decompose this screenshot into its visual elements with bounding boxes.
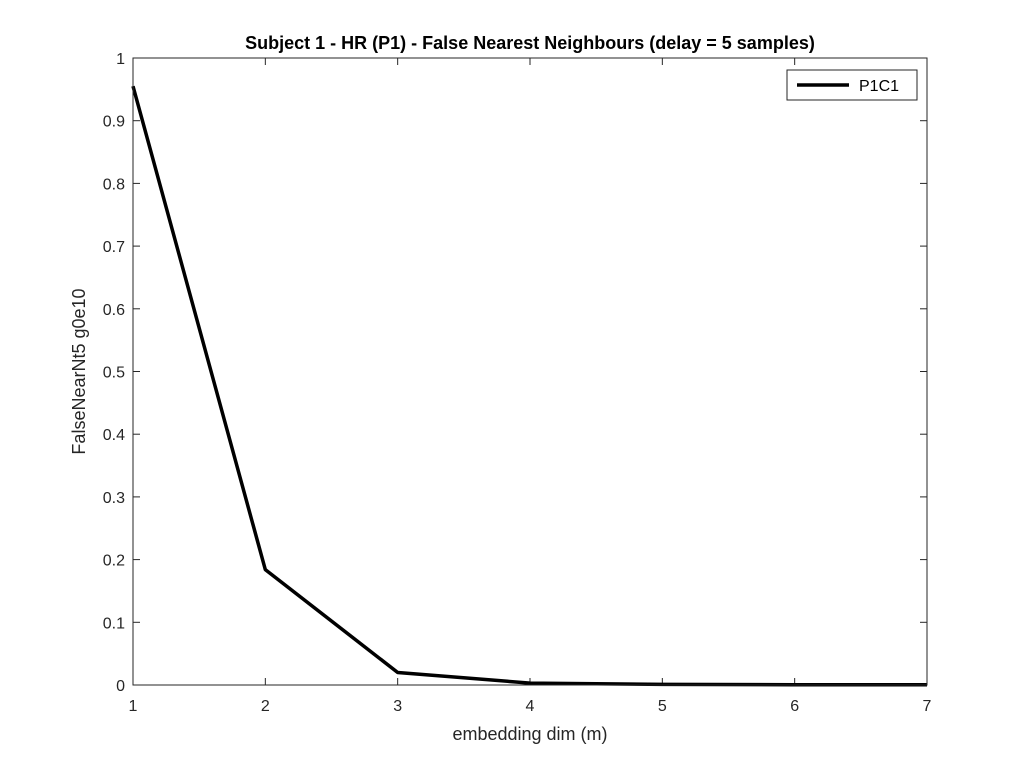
x-tick-label: 6 <box>790 698 799 715</box>
chart-title: Subject 1 - HR (P1) - False Nearest Neig… <box>245 33 815 53</box>
x-tick-label: 1 <box>129 698 138 715</box>
axes-box <box>132 57 928 686</box>
legend-entry: P1C1 <box>859 78 899 95</box>
y-tick-label: 0.4 <box>103 427 125 444</box>
x-tick-label: 2 <box>261 698 270 715</box>
y-tick-label: 0.3 <box>103 490 125 507</box>
y-tick-label: 0.5 <box>103 365 125 382</box>
y-axis-ticks: 0 0.1 0.2 0.3 0.4 0.5 0.6 0.7 0.8 0.9 1 <box>103 51 927 695</box>
y-tick-label: 0.7 <box>103 239 125 256</box>
x-axis-label: embedding dim (m) <box>452 724 607 744</box>
y-tick-label: 0.6 <box>103 302 125 319</box>
y-tick-label: 0.9 <box>103 114 125 131</box>
y-tick-label: 1 <box>116 51 125 68</box>
x-tick-label: 3 <box>393 698 402 715</box>
y-axis-label: FalseNearNt5 g0e10 <box>69 288 89 454</box>
legend: P1C1 <box>786 69 918 101</box>
y-tick-label: 0.8 <box>103 176 125 193</box>
y-tick-label: 0.1 <box>103 615 125 632</box>
x-tick-label: 4 <box>526 698 535 715</box>
x-tick-label: 7 <box>923 698 932 715</box>
plot-area <box>133 58 927 685</box>
x-tick-label: 5 <box>658 698 667 715</box>
y-tick-label: 0.2 <box>103 553 125 570</box>
y-tick-label: 0 <box>116 678 125 695</box>
